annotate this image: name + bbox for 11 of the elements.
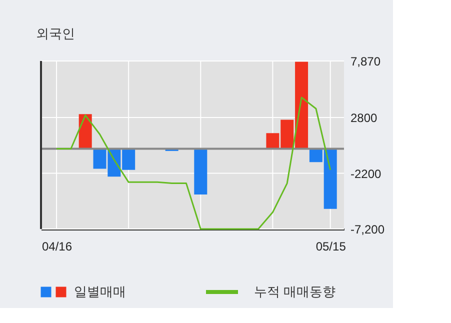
chart-title: 외국인	[36, 26, 75, 41]
y-tick-label: 7,870	[350, 54, 381, 68]
line-series	[56, 96, 332, 230]
legend-label: 일별매매	[74, 284, 126, 299]
x-tick-label: 05/15	[316, 240, 346, 254]
y-tick-label: -7,200	[350, 222, 385, 236]
y-tick-label: 2800	[350, 111, 378, 126]
legend-label: 누적 매매동향	[254, 284, 336, 299]
x-tick-label: 04/16	[42, 240, 72, 254]
y-tick-label: -2200	[350, 166, 382, 181]
bar	[194, 148, 208, 194]
